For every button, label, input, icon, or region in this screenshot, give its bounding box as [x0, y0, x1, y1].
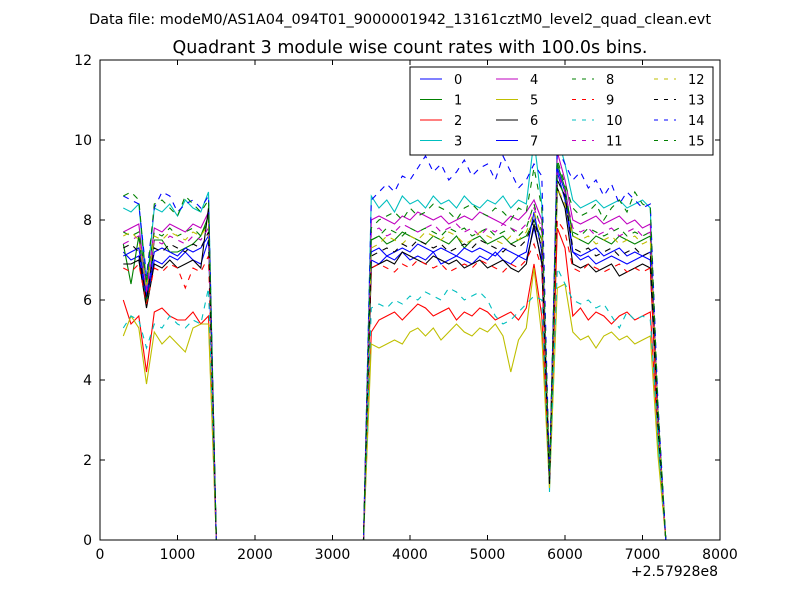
legend-label-2: 2 [454, 114, 462, 129]
x-tick-label: 7000 [625, 547, 661, 563]
series-line-10 [122, 267, 667, 541]
x-tick-label: 1000 [160, 547, 196, 563]
legend-label-12: 12 [688, 73, 705, 88]
data-file-label: Data file: modeM0/AS1A04_094T01_90000019… [89, 12, 711, 28]
legend-label-5: 5 [530, 94, 538, 109]
legend-box [409, 66, 714, 156]
x-tick-label: 4000 [392, 547, 428, 563]
series-line-2 [122, 227, 667, 541]
series-line-0 [122, 171, 667, 541]
series-line-15 [123, 159, 667, 541]
series-line-8 [123, 179, 667, 541]
legend-label-4: 4 [530, 73, 538, 88]
y-tick-label: 0 [83, 533, 92, 549]
legend-label-3: 3 [454, 135, 462, 150]
axis-ticks: 0 1000 2000 3000 4000 5000 6000 7000 80000246810… [74, 53, 738, 563]
series-line-5 [122, 267, 667, 541]
legend-label-11: 11 [606, 135, 623, 150]
y-tick-label: 10 [74, 133, 92, 149]
legend-label-15: 15 [688, 135, 705, 150]
series-line-13 [123, 179, 667, 541]
x-tick-label: 3000 [315, 547, 351, 563]
x-tick-label: 6000 [547, 547, 583, 563]
y-tick-label: 2 [83, 453, 92, 469]
x-tick-label: 0 [96, 547, 105, 563]
series-line-4 [123, 151, 667, 541]
legend-label-7: 7 [530, 135, 538, 150]
chart-title: Quadrant 3 module wise count rates with … [173, 38, 648, 58]
x-offset-label: +2.57928e8 [631, 564, 718, 580]
legend-label-8: 8 [606, 73, 614, 88]
legend-label-9: 9 [606, 94, 614, 109]
legend-label-10: 10 [606, 114, 623, 129]
x-tick-label: 5000 [470, 547, 506, 563]
y-tick-label: 6 [83, 293, 92, 309]
series-line-9 [123, 218, 667, 541]
x-tick-label: 8000 [702, 547, 738, 563]
series-lines [122, 135, 667, 541]
legend-label-0: 0 [454, 73, 462, 88]
x-tick-label: 2000 [237, 547, 273, 563]
legend-label-13: 13 [688, 94, 705, 109]
y-tick-label: 8 [83, 213, 92, 229]
legend-label-1: 1 [454, 94, 462, 109]
legend-label-6: 6 [530, 114, 538, 129]
series-line-7 [123, 167, 667, 541]
y-tick-label: 4 [83, 373, 92, 389]
y-tick-label: 12 [74, 53, 92, 69]
series-line-6 [123, 187, 667, 541]
series-line-3 [123, 135, 667, 541]
series-line-11 [123, 171, 667, 541]
legend-label-14: 14 [688, 114, 705, 129]
